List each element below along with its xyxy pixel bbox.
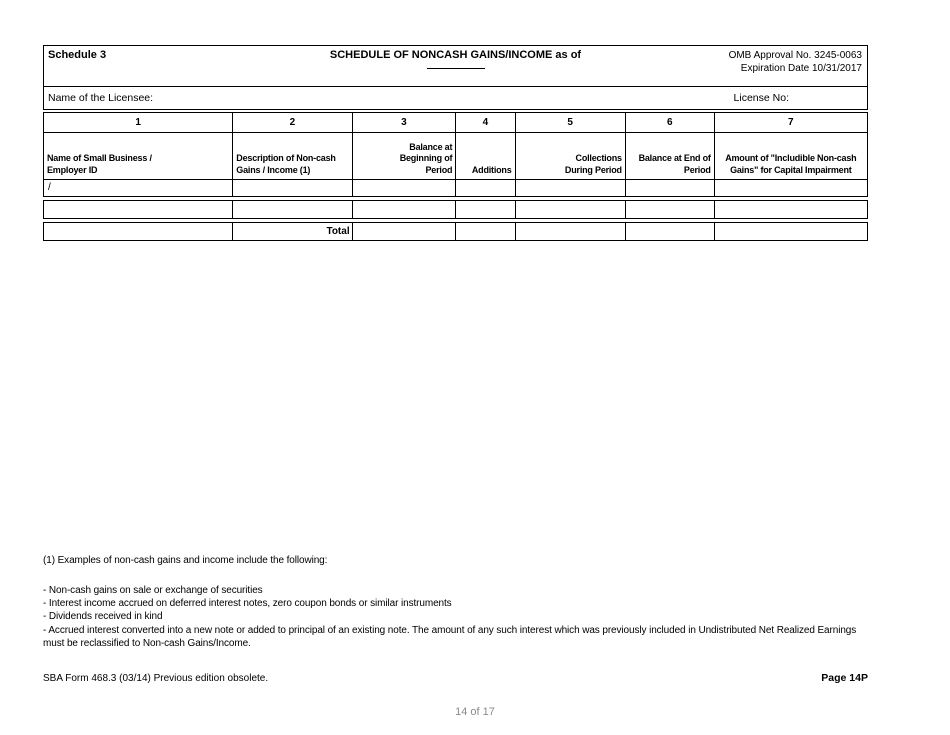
form-footer: SBA Form 468.3 (03/14) Previous edition …: [43, 672, 868, 684]
footnote-intro: (1) Examples of non-cash gains and incom…: [43, 554, 328, 566]
licensee-label: Name of the Licensee:: [48, 91, 154, 104]
cell-collections: [516, 200, 626, 218]
cell-description: [233, 200, 353, 218]
licensee-row: Name of the Licensee: License No:: [43, 85, 868, 110]
schedule-label: Schedule 3: [48, 49, 107, 61]
column-header-collections: Collections During Period: [516, 133, 626, 179]
cell-business-id: [44, 222, 234, 240]
cell-business-id: [44, 200, 234, 218]
table-row: /: [43, 178, 868, 197]
omb-expiration: Expiration Date 10/31/2017: [740, 63, 862, 74]
table-row: [43, 199, 868, 219]
cell-balance-beginning: [353, 179, 457, 196]
license-no-label: License No:: [733, 91, 789, 104]
table-total-row: Total: [43, 221, 868, 241]
page-label: Page 14P: [821, 672, 868, 685]
form-page: Schedule 3 SCHEDULE OF NONCASH GAINS/INC…: [43, 45, 868, 684]
column-number-5: 5: [516, 112, 626, 133]
cell-additions: [456, 179, 516, 196]
footnote-item: - Non-cash gains on sale or exchange of …: [43, 584, 263, 596]
column-header-additions: Additions: [456, 133, 516, 179]
column-header-description: Description of Non-cash Gains / Income (…: [233, 133, 353, 179]
total-label: Total: [233, 222, 353, 240]
cell-collections-total: [516, 222, 626, 240]
cell-description: [233, 179, 353, 196]
cell-collections: [516, 179, 626, 196]
column-header-row: Name of Small Business / Employer ID Des…: [43, 132, 868, 180]
form-id-text: SBA Form 468.3 (03/14) Previous edition …: [43, 673, 269, 685]
as-of-date-blank: [426, 68, 485, 69]
column-header-includible-gains: Amount of "Includible Non-cash Gains" fo…: [725, 153, 857, 175]
column-number-3: 3: [353, 112, 457, 133]
column-number-1: 1: [44, 112, 234, 133]
cell-includible-gains-total: [715, 223, 867, 240]
footnote-item: - Accrued interest converted into a new …: [43, 624, 857, 649]
cell-includible-gains: [715, 201, 867, 218]
cell-balance-beginning: [353, 200, 457, 218]
viewer-page-indicator: 14 of 17: [455, 706, 495, 718]
column-number-4: 4: [456, 112, 516, 133]
cell-includible-gains: [715, 180, 867, 196]
column-header-balance-beginning: Balance at Beginning of Period: [353, 133, 457, 179]
footnote-item: - Dividends received in kind: [43, 611, 163, 623]
omb-approval: OMB Approval No. 3245-0063: [728, 50, 862, 61]
column-number-7: 7: [788, 117, 794, 128]
form-title-wrap: SCHEDULE OF NONCASH GAINS/INCOME as of: [224, 46, 687, 86]
footnote-item: - Interest income accrued on deferred in…: [43, 598, 452, 610]
form-title: SCHEDULE OF NONCASH GAINS/INCOME as of: [329, 49, 582, 61]
cell-balance-beginning-total: [353, 222, 457, 240]
footnotes: (1) Examples of non-cash gains and incom…: [43, 554, 868, 651]
cell-balance-end: [626, 200, 715, 218]
omb-block: OMB Approval No. 3245-0063 Expiration Da…: [687, 46, 867, 86]
cell-business-id: /: [44, 179, 234, 196]
cell-additions-total: [456, 222, 516, 240]
form-header: Schedule 3 SCHEDULE OF NONCASH GAINS/INC…: [43, 45, 868, 87]
column-number-6: 6: [626, 112, 715, 133]
cell-balance-end-total: [626, 222, 715, 240]
column-number-2: 2: [233, 112, 353, 133]
column-header-balance-end: Balance at End of Period: [626, 133, 715, 179]
column-number-row: 1 2 3 4 5 6 7: [43, 111, 868, 134]
column-header-small-business: Name of Small Business / Employer ID: [44, 133, 234, 179]
cell-balance-end: [626, 179, 715, 196]
cell-additions: [456, 200, 516, 218]
